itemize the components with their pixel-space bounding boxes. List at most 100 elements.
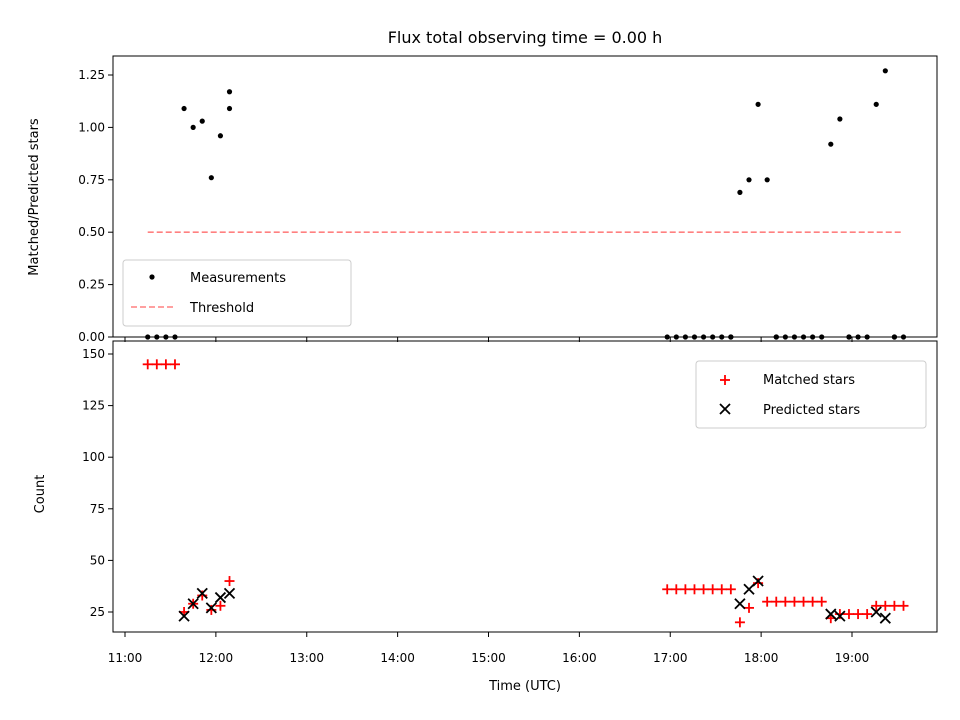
bottom-x-axis-label: Time (UTC) bbox=[488, 679, 561, 694]
predicted-star-point bbox=[734, 598, 746, 610]
measurement-point bbox=[746, 177, 752, 183]
measurement-point bbox=[226, 89, 233, 95]
matched-star-point bbox=[762, 596, 773, 607]
predicted-star-point bbox=[825, 608, 837, 620]
bottom-x-tick-label: 19:00 bbox=[835, 651, 870, 665]
bottom-data-marks bbox=[142, 359, 909, 628]
top-legend: Measurements Threshold bbox=[122, 259, 352, 327]
top-title: Flux total observing time = 0.00 h bbox=[388, 28, 663, 47]
measurement-point bbox=[199, 118, 205, 124]
measurement-point bbox=[737, 189, 743, 195]
legend-matched-label: Matched stars bbox=[763, 373, 855, 388]
matched-star-point bbox=[853, 609, 864, 620]
matched-star-point bbox=[215, 600, 226, 611]
predicted-star-point bbox=[879, 612, 891, 624]
matched-star-point bbox=[716, 584, 727, 595]
predicted-star-point bbox=[178, 610, 190, 622]
bottom-x-tick-label: 15:00 bbox=[471, 651, 506, 665]
matched-star-point bbox=[671, 584, 682, 595]
predicted-star-point bbox=[187, 598, 199, 610]
bottom-legend-box bbox=[695, 360, 927, 429]
measurement-point bbox=[828, 141, 834, 147]
matched-star-point bbox=[889, 600, 900, 611]
measurement-point bbox=[226, 105, 233, 112]
bottom-ticks: 25 50 75 100 125 150 11:00 12:00 13:00 14:00 15:00… bbox=[82, 347, 869, 665]
bottom-x-tick-label: 13:00 bbox=[289, 651, 324, 665]
bottom-y-tick-label: 25 bbox=[90, 605, 105, 619]
predicted-star-point bbox=[223, 587, 236, 600]
top-y-axis-label: Matched/Predicted stars bbox=[27, 118, 42, 276]
legend-matched-marker bbox=[720, 375, 730, 385]
measurement-point bbox=[764, 177, 770, 183]
measurement-point bbox=[217, 133, 224, 139]
matched-star-point bbox=[689, 584, 700, 595]
bottom-x-tick-label: 12:00 bbox=[199, 651, 234, 665]
predicted-star-d2 bbox=[196, 587, 208, 600]
bottom-panel: Count Time (UTC) 25 50 75 100 125 150 11:00 12:… bbox=[33, 340, 938, 694]
matched-star-point bbox=[880, 600, 891, 611]
legend-predicted-marker bbox=[719, 403, 731, 415]
top-legend-box bbox=[122, 259, 352, 327]
bottom-y-tick-label: 125 bbox=[82, 399, 105, 413]
bottom-y-tick-label: 150 bbox=[82, 347, 105, 361]
matched-star-point bbox=[725, 584, 736, 595]
top-y-tick-label: 0.50 bbox=[78, 225, 105, 239]
matched-star-point bbox=[843, 609, 854, 620]
measurement-point bbox=[190, 124, 196, 130]
matched-star-point bbox=[142, 359, 153, 370]
matched-star-point bbox=[151, 359, 162, 370]
legend-predicted-d2 bbox=[719, 403, 731, 415]
matched-star-point bbox=[780, 596, 791, 607]
predicted-star-d2 bbox=[214, 591, 227, 604]
matched-star-point bbox=[707, 584, 718, 595]
matched-star-point bbox=[816, 596, 827, 607]
top-y-tick-label: 1.00 bbox=[78, 120, 105, 134]
predicted-star-d2 bbox=[187, 598, 199, 610]
matched-star-point bbox=[206, 604, 217, 615]
matched-star-point bbox=[789, 596, 800, 607]
predicted-star-d2 bbox=[734, 598, 746, 610]
matched-star-point bbox=[807, 596, 818, 607]
matched-star-point bbox=[798, 596, 809, 607]
measurement-point bbox=[882, 68, 888, 74]
predicted-star-point bbox=[743, 583, 755, 595]
measurement-point bbox=[837, 116, 843, 122]
predicted-star-d2 bbox=[205, 602, 217, 614]
matched-star-point bbox=[898, 600, 909, 611]
predicted-star-point bbox=[214, 591, 227, 604]
bottom-x-tick-label: 18:00 bbox=[744, 651, 779, 665]
matched-star-point bbox=[771, 596, 782, 607]
top-y-tick-label: 0.00 bbox=[78, 330, 105, 344]
predicted-star-point bbox=[834, 610, 846, 622]
matched-star-point bbox=[753, 578, 764, 589]
matched-star-point bbox=[871, 600, 882, 611]
predicted-star-d2 bbox=[870, 606, 882, 618]
measurement-point bbox=[208, 175, 214, 181]
predicted-star-point bbox=[205, 602, 217, 614]
matched-star-point bbox=[662, 584, 673, 595]
predicted-star-d2 bbox=[223, 587, 236, 600]
matched-star-point bbox=[698, 584, 709, 595]
matched-star-point bbox=[744, 602, 755, 613]
bottom-x-tick-label: 17:00 bbox=[653, 651, 688, 665]
bottom-x-tick-label: 14:00 bbox=[380, 651, 415, 665]
measurement-point bbox=[873, 101, 879, 107]
legend-predicted-label: Predicted stars bbox=[763, 403, 860, 418]
bottom-x-tick-label: 11:00 bbox=[108, 651, 143, 665]
legend-measurements-marker bbox=[149, 274, 155, 280]
matched-star-point bbox=[224, 576, 235, 587]
legend-threshold-label: Threshold bbox=[189, 301, 254, 316]
measurement-point bbox=[181, 105, 187, 112]
matched-star-point bbox=[862, 609, 873, 620]
bottom-y-tick-label: 100 bbox=[82, 450, 105, 464]
legend-measurements-label: Measurements bbox=[190, 271, 286, 286]
predicted-star-d2 bbox=[825, 608, 837, 620]
bottom-y-tick-label: 50 bbox=[90, 553, 105, 567]
matched-star-point bbox=[834, 609, 845, 620]
predicted-star-d2 bbox=[743, 583, 755, 595]
predicted-star-d2 bbox=[834, 610, 846, 622]
matched-star-point bbox=[734, 617, 745, 628]
bottom-legend: Matched stars Predicted stars bbox=[695, 360, 927, 429]
top-panel: Flux total observing time = 0.00 h Match… bbox=[27, 28, 938, 344]
